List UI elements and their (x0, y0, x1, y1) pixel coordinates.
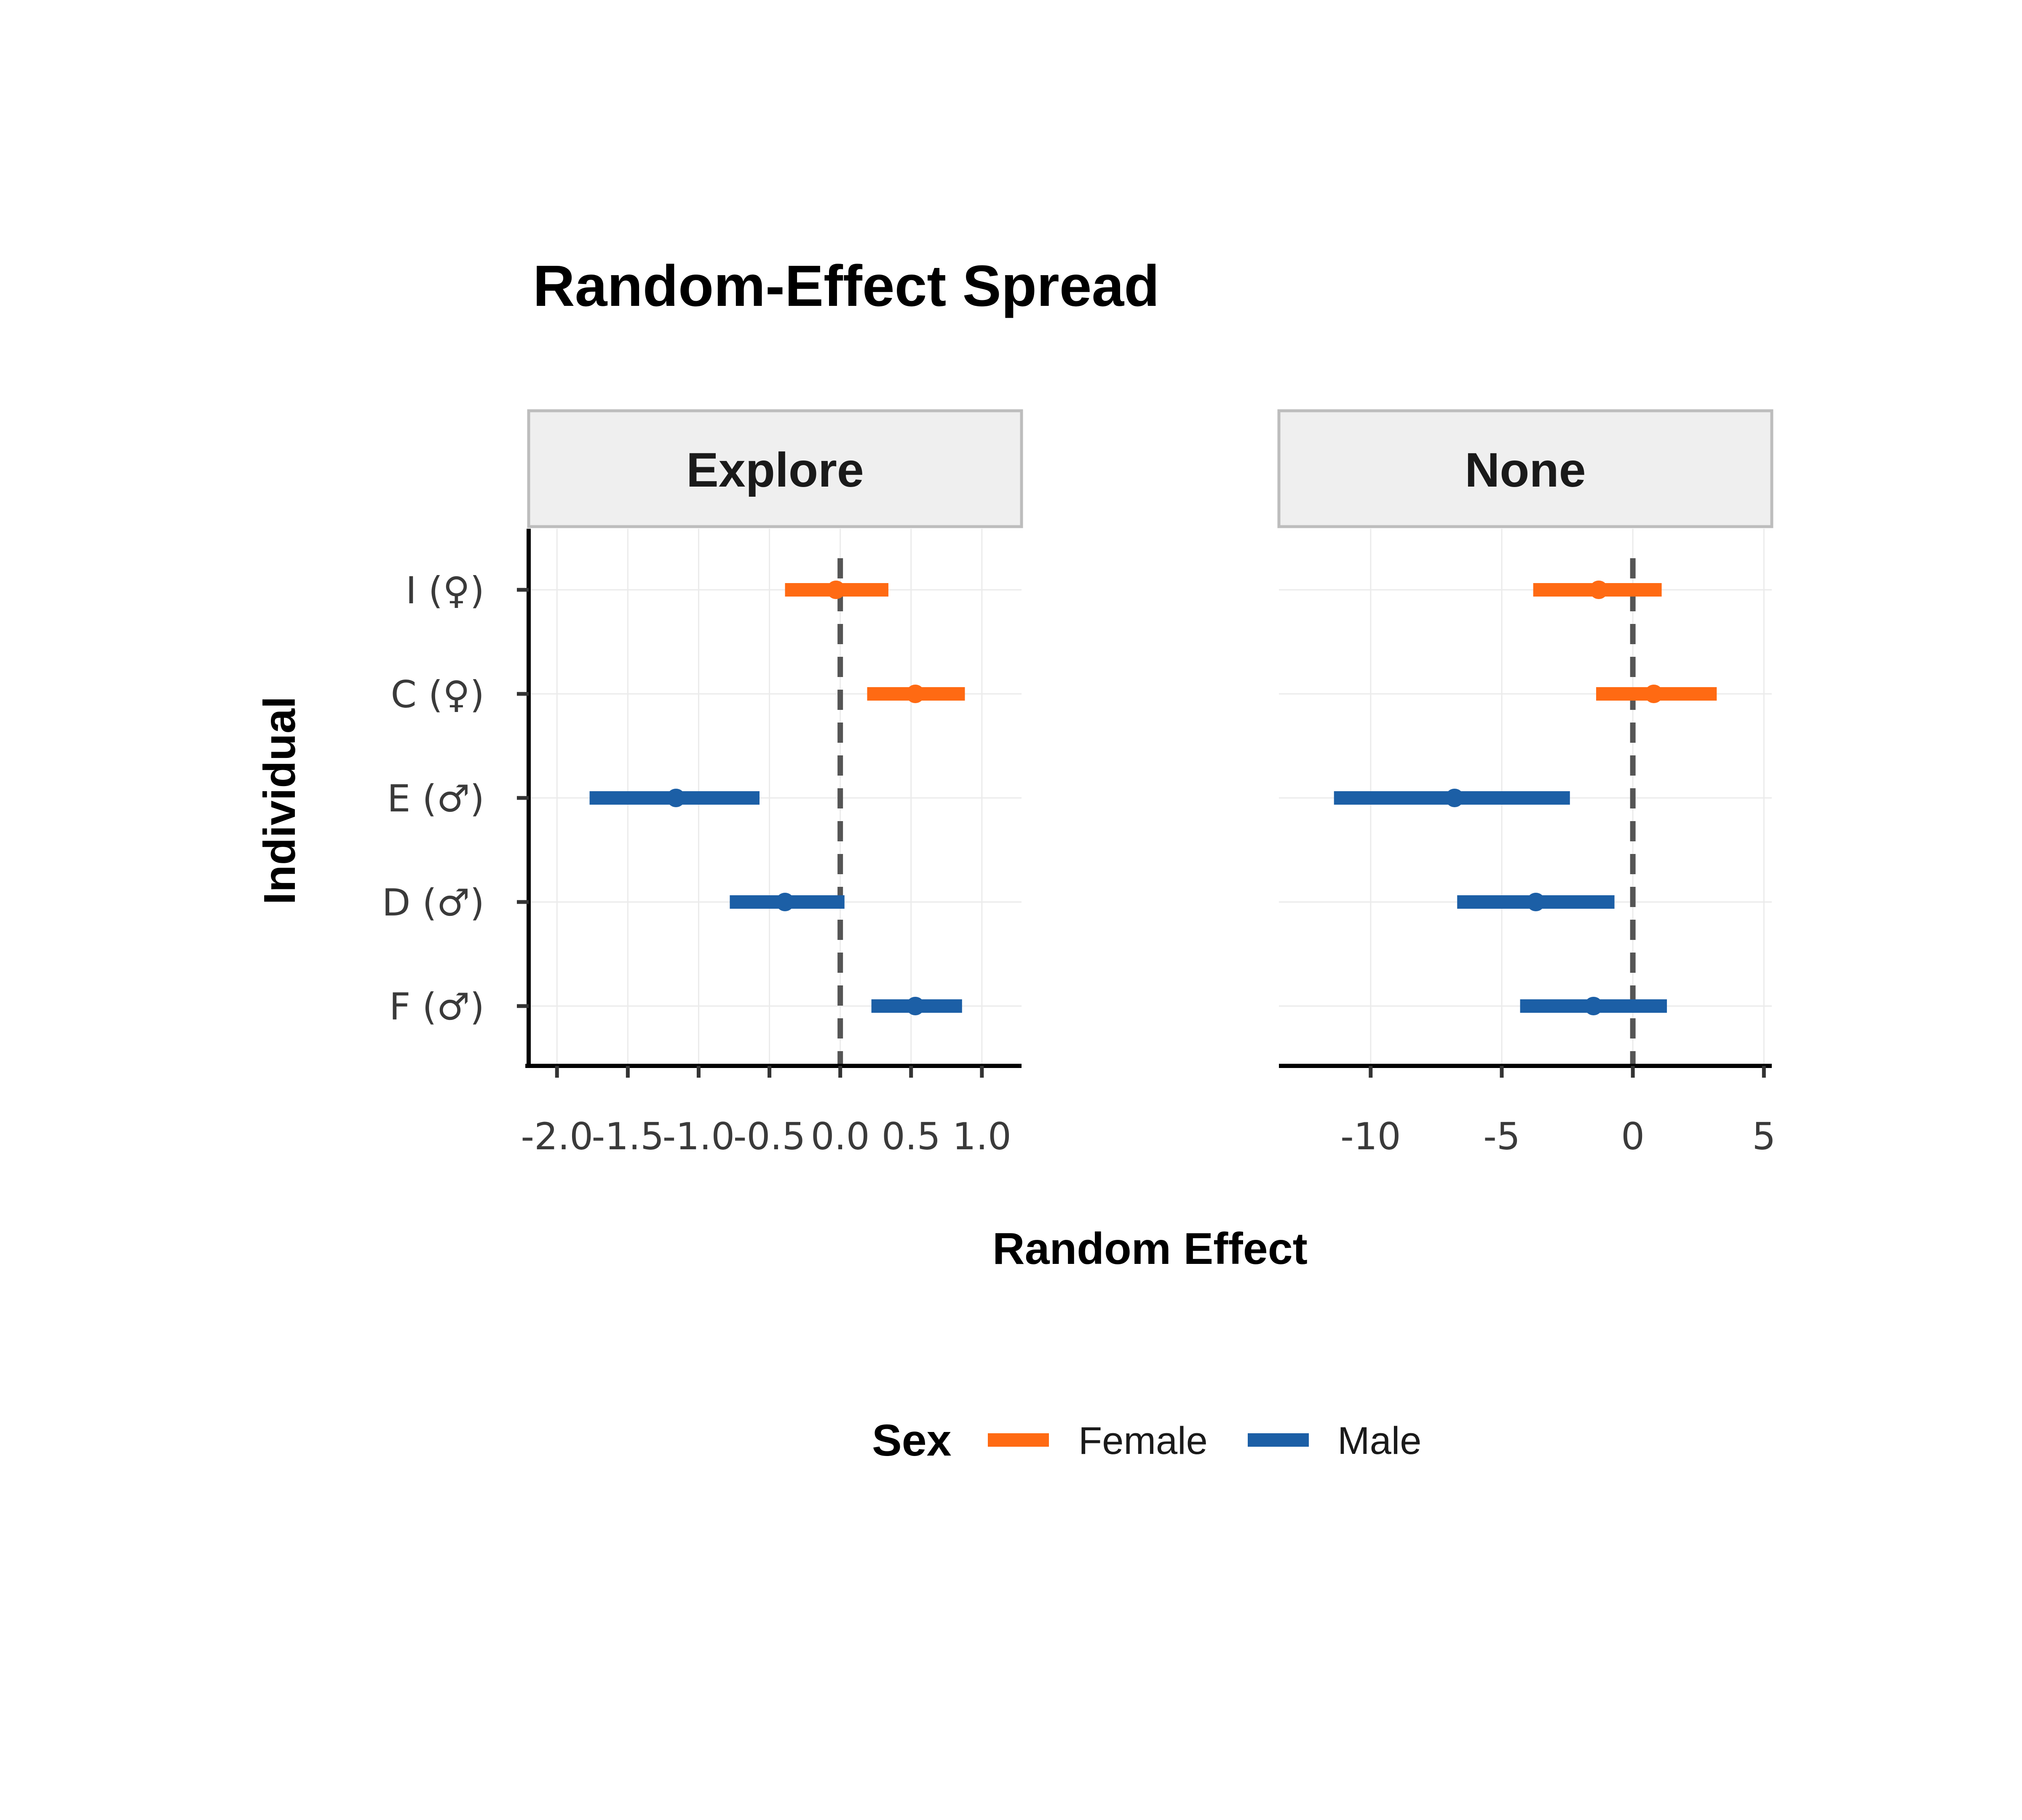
y-axis: I (♀) C (♀) E (♂) D (♂) F (♂) (382, 529, 531, 1068)
y-tick-label-f: F (♂) (389, 985, 484, 1028)
x-tick-label: -10 (1340, 1115, 1401, 1158)
y-tick-label-c: C (♀) (390, 673, 484, 716)
y-axis-title: Individual (255, 696, 305, 905)
x-tick-label: -1.0 (663, 1115, 735, 1158)
x-tick-label: 5 (1752, 1115, 1776, 1158)
legend-label-female: Female (1078, 1419, 1208, 1462)
strip-none (1277, 409, 1773, 528)
panel-explore: Explore -2.0-1.5-1.0-0.5 0.0 0.5 1.0 (521, 409, 1023, 1158)
y-tick-label-e: E (♂) (387, 777, 484, 820)
strip-label-explore: Explore (686, 443, 864, 497)
strip-label-none: None (1465, 443, 1586, 497)
y-tick-label-d: D (♂) (382, 881, 484, 924)
point-none-e (1445, 789, 1464, 807)
point-explore-d (776, 893, 794, 911)
x-tick-label: 0.0 (811, 1115, 870, 1158)
x-axis-title: Random Effect (992, 1224, 1308, 1274)
strip-explore (527, 409, 1023, 528)
point-explore-e (666, 789, 685, 807)
legend: Sex Female Male (872, 1416, 1421, 1465)
x-tick-label: -5 (1483, 1115, 1520, 1158)
point-explore-i (826, 581, 845, 599)
legend-label-male: Male (1337, 1419, 1421, 1462)
y-tick-label-i: I (♀) (406, 569, 484, 612)
x-tick-label: 1.0 (952, 1115, 1011, 1158)
chart-title: Random-Effect Spread (533, 254, 1160, 318)
point-none-c (1644, 685, 1663, 703)
legend-title: Sex (872, 1416, 952, 1465)
x-tick-label: -2.0 (521, 1115, 593, 1158)
x-tick-label: -0.5 (733, 1115, 806, 1158)
facet-panels: Explore -2.0-1.5-1.0-0.5 0.0 0.5 1.0 None -10 -… (521, 409, 1776, 1158)
x-tick-label: -1.5 (591, 1115, 664, 1158)
point-none-f (1584, 997, 1603, 1015)
panel-none: None -10 -5 0 5 (1277, 409, 1776, 1158)
x-tick-label: 0 (1621, 1115, 1645, 1158)
point-none-d (1526, 893, 1545, 911)
point-explore-c (906, 685, 925, 703)
point-none-i (1589, 581, 1608, 599)
point-explore-f (906, 997, 925, 1015)
x-tick-label: 0.5 (882, 1115, 941, 1158)
